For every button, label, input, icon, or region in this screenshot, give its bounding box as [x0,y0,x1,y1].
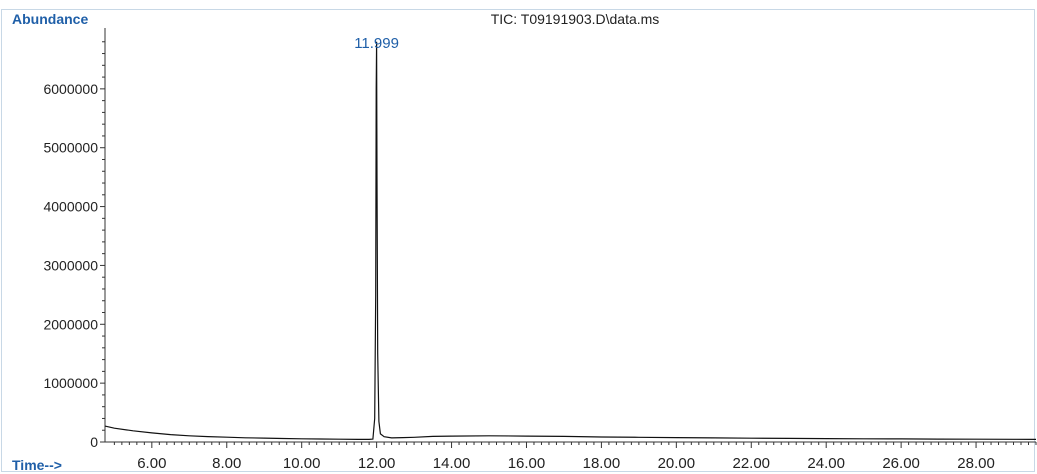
y-tick-label: 0 [90,434,98,450]
chart-title: TIC: T09191903.D\data.ms [491,11,660,27]
x-tick-label: 8.00 [212,455,241,472]
y-tick-label: 5000000 [43,140,98,156]
x-tick-label: 10.00 [283,455,321,472]
y-tick-label: 2000000 [43,316,98,332]
x-tick-label: 28.00 [957,455,995,472]
x-tick-label: 18.00 [583,455,621,472]
tic-trace-line [104,41,1037,440]
x-tick-label: 6.00 [137,455,166,472]
plot-area: 11.999 [104,35,1037,440]
y-axis-title: Abundance [12,11,88,27]
y-tick-label: 3000000 [43,257,98,273]
chart-frame [1,9,1035,472]
x-tick-label: 12.00 [358,455,396,472]
y-tick-label: 4000000 [43,199,98,215]
peak-label: 11.999 [354,35,399,52]
axes-group: 0 1000000 2000000 3000000 4000000 5000000 6000… [43,28,1037,472]
x-axis-title: Time--> [12,457,62,473]
x-tick-label: 16.00 [508,455,546,472]
x-tick-label: 26.00 [882,455,920,472]
x-tick-label: 22.00 [732,455,770,472]
x-tick-label: 14.00 [433,455,471,472]
x-tick-label: 24.00 [807,455,845,472]
y-tick-label: 6000000 [43,81,98,97]
y-tick-label: 1000000 [43,375,98,391]
x-tick-label: 20.00 [658,455,696,472]
